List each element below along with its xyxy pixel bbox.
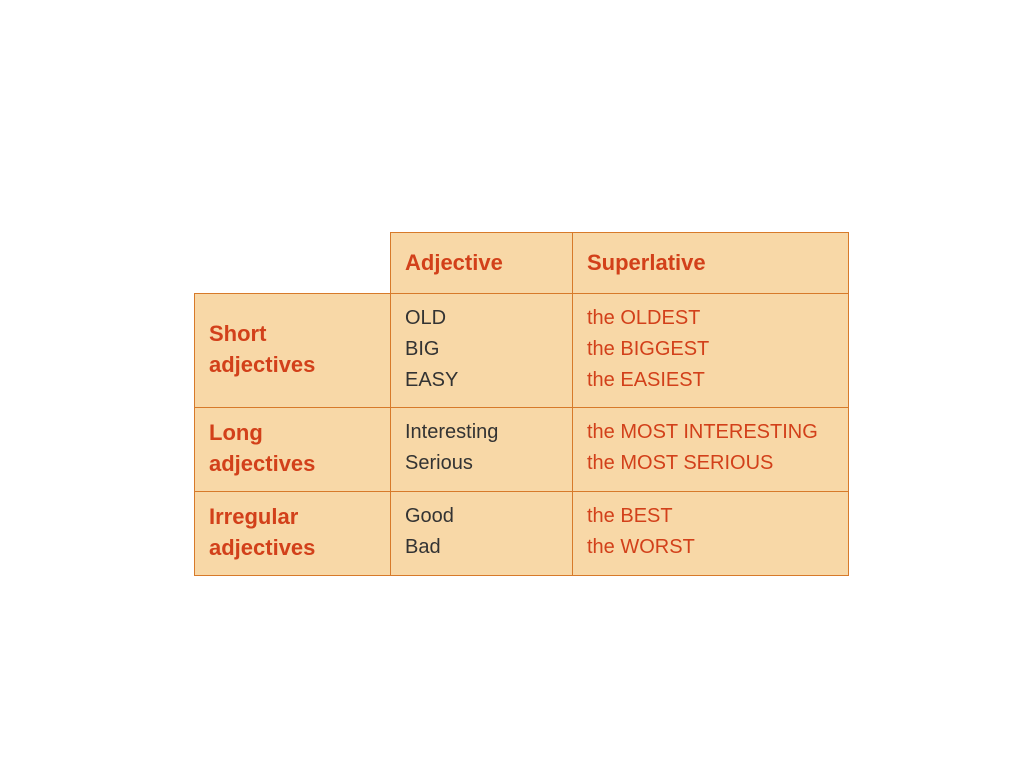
row-head-label: adjectives <box>209 532 378 564</box>
adj-item: Serious <box>405 449 560 478</box>
adj-item: Good <box>405 502 560 531</box>
table-row: Short adjectives OLD BIG EASY the OLDEST… <box>195 293 849 407</box>
adj-cell-short: OLD BIG EASY <box>391 293 573 407</box>
table-row: Irregular adjectives Good Bad the BEST t… <box>195 491 849 575</box>
sup-item: the MOST SERIOUS <box>587 449 836 478</box>
sup-cell-irregular: the BEST the WORST <box>573 491 849 575</box>
sup-cell-short: the OLDEST the BIGGEST the EASIEST <box>573 293 849 407</box>
sup-item: the EASIEST <box>587 366 836 395</box>
adj-item: OLD <box>405 304 560 333</box>
row-head-label: Long <box>209 417 378 449</box>
empty-corner <box>195 233 391 294</box>
adj-item: Bad <box>405 533 560 562</box>
superlative-table: Adjective Superlative Short adjectives O… <box>194 232 849 576</box>
table-row: Long adjectives Interesting Serious the … <box>195 407 849 491</box>
sup-cell-long: the MOST INTERESTING the MOST SERIOUS <box>573 407 849 491</box>
adj-cell-irregular: Good Bad <box>391 491 573 575</box>
header-adjective: Adjective <box>391 233 573 294</box>
row-head-short: Short adjectives <box>195 293 391 407</box>
row-head-irregular: Irregular adjectives <box>195 491 391 575</box>
row-head-label: Short <box>209 318 378 350</box>
row-head-long: Long adjectives <box>195 407 391 491</box>
sup-item: the BIGGEST <box>587 335 836 364</box>
sup-item: the OLDEST <box>587 304 836 333</box>
row-head-label: adjectives <box>209 349 378 381</box>
row-head-label: adjectives <box>209 448 378 480</box>
adj-item: Interesting <box>405 418 560 447</box>
sup-item: the WORST <box>587 533 836 562</box>
row-head-label: Irregular <box>209 501 378 533</box>
adj-item: BIG <box>405 335 560 364</box>
adj-item: EASY <box>405 366 560 395</box>
header-superlative: Superlative <box>573 233 849 294</box>
header-row: Adjective Superlative <box>195 233 849 294</box>
sup-item: the MOST INTERESTING <box>587 418 836 447</box>
sup-item: the BEST <box>587 502 836 531</box>
adj-cell-long: Interesting Serious <box>391 407 573 491</box>
